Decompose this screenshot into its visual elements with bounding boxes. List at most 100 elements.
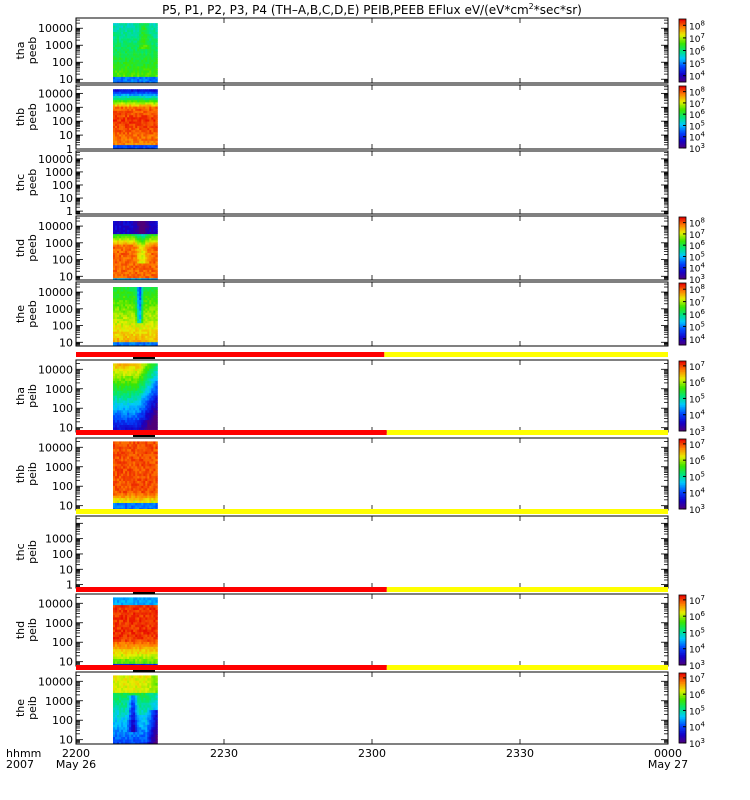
spectrogram-cell [123,50,126,54]
spectrogram-cell [113,104,116,107]
spectrogram-cell [129,458,132,462]
spectrogram-cell [131,446,134,450]
spectrogram-cell [135,70,138,73]
spectrogram-cell [131,412,134,416]
spectrogram-cell [133,110,136,113]
spectrogram-cell [115,407,118,411]
spectrogram-cell [115,609,118,613]
spectrogram-cell [125,240,128,243]
spectrogram-cell [141,505,144,508]
spectrogram-cell [119,490,122,494]
spectrogram-cell [141,456,144,459]
spectrogram-cell [125,333,128,336]
spectrogram-cell [117,221,120,224]
spectrogram-cell [151,308,154,311]
spectrogram-cell [117,271,120,275]
spectrogram-cell [133,142,136,146]
spectrogram-cell [121,410,124,413]
spectrogram-cell [155,339,158,343]
spectrogram-cell [125,414,128,418]
y-tick-label: 10000 [38,153,73,166]
spectrogram-cell [145,331,148,334]
spectrogram-cell [123,316,126,319]
spectrogram-cell [129,117,132,120]
spectrogram-cell [139,121,142,124]
spectrogram-cell [121,297,124,301]
spectrogram-cell [135,250,138,253]
spectrogram-cell [149,475,152,479]
spectrogram-cell [129,146,132,150]
spectrogram-cell [155,55,158,58]
spectrogram-cell [129,229,132,232]
spectrogram-cell [155,383,158,386]
spectrogram-cell [119,237,122,241]
spectrogram-cell [137,333,140,336]
spectrogram-cell [145,314,148,317]
spectrogram-cell [131,275,134,279]
spectrogram-cell [137,322,140,326]
spectrogram-cell [113,59,116,62]
spectrogram-cell [151,293,154,296]
spectrogram-cell [135,273,138,277]
spectrogram-cell [125,74,128,77]
spectrogram-cell [125,256,128,260]
spectrogram-cell [127,373,130,376]
spectrogram-cell [127,339,130,343]
spectrogram-cell [125,397,128,401]
spectrogram-cell [147,65,150,69]
spectrogram-cell [129,142,132,146]
y-tick-label: 1000 [45,461,73,474]
spectrogram-cell [137,475,140,479]
spectrogram-cell [153,488,156,491]
spectrogram-cell [119,473,122,477]
spectrogram-cell [117,131,120,135]
spectrogram-cell [133,38,136,41]
spectrogram-cell [149,502,152,506]
spectrogram-cell [137,465,140,469]
spectrogram-cell [151,123,154,126]
spectrogram-cell [149,261,152,264]
spectrogram-cell [135,44,138,47]
spectrogram-cell [133,221,136,224]
colorbar-step [679,309,686,312]
spectrogram-cell [133,248,136,251]
spectrogram-cell [155,299,158,303]
spectrogram-cell [129,242,132,245]
spectrogram-cell [119,621,122,625]
spectrogram-cell [115,343,118,347]
spectrogram-cell [113,131,116,135]
colorbar-step [679,401,686,404]
spectrogram-cell [151,240,154,243]
spectrogram-cell [125,310,128,313]
colorbar-step [679,104,686,107]
spectrogram-cell [147,93,150,96]
spectrogram-cell [145,427,148,430]
spectrogram-cell [131,277,134,281]
colorbar-step [679,446,686,449]
spectrogram-cell [145,392,148,396]
colorbar-step [679,36,686,39]
spectrogram-cell [155,451,158,454]
spectrogram-cell [131,475,134,479]
spectrogram-cell [121,621,124,625]
spectrogram-cell [115,651,118,655]
spectrogram-cell [147,308,150,311]
colorbar-step [679,287,686,290]
spectrogram-cell [113,237,116,241]
spectrogram-cell [115,269,118,272]
spectrogram-cell [151,74,154,77]
colorbar-step [679,123,686,126]
spectrogram-cell [131,453,134,457]
spectrogram-cell [115,417,118,421]
spectrogram-cell [113,335,116,338]
spectrogram-cell [149,427,152,430]
spectrogram-cell [123,329,126,332]
spectrogram-cell [133,53,136,56]
spectrogram-cell [139,125,142,128]
spectrogram-cell [135,138,138,141]
spectrogram-cell [145,127,148,131]
spectrogram-cell [131,70,134,73]
spectrogram-cell [113,144,116,148]
spectrogram-cell [129,470,132,474]
panel-label-product: peib [26,462,39,486]
